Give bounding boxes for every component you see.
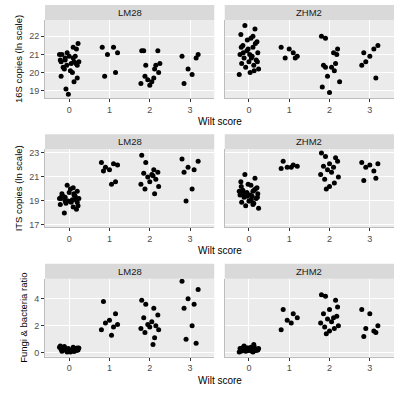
svg-text:2: 2 [34, 321, 39, 331]
svg-text:3: 3 [188, 105, 193, 115]
svg-text:LM28: LM28 [118, 7, 142, 18]
svg-text:20: 20 [29, 68, 39, 78]
svg-text:3: 3 [367, 105, 372, 115]
svg-text:3: 3 [188, 234, 193, 244]
svg-text:21: 21 [29, 50, 39, 60]
svg-text:21: 21 [29, 172, 39, 182]
svg-text:17: 17 [29, 220, 39, 230]
svg-text:3: 3 [367, 234, 372, 244]
svg-text:19: 19 [29, 86, 39, 96]
svg-text:2: 2 [327, 105, 332, 115]
svg-text:0: 0 [67, 363, 72, 373]
svg-text:1: 1 [107, 363, 112, 373]
svg-text:LM28: LM28 [118, 266, 142, 277]
svg-text:Fungi & bacteria ratio: Fungi & bacteria ratio [18, 273, 29, 363]
svg-text:1: 1 [287, 363, 292, 373]
svg-text:0: 0 [67, 105, 72, 115]
svg-text:0: 0 [67, 234, 72, 244]
svg-text:3: 3 [188, 363, 193, 373]
svg-text:23: 23 [29, 148, 39, 158]
svg-text:0: 0 [246, 363, 251, 373]
svg-text:1: 1 [107, 105, 112, 115]
svg-text:Wilt score: Wilt score [198, 116, 242, 127]
svg-text:2: 2 [147, 105, 152, 115]
svg-text:4: 4 [34, 294, 39, 304]
svg-text:1: 1 [287, 105, 292, 115]
svg-text:2: 2 [147, 363, 152, 373]
svg-text:2: 2 [147, 234, 152, 244]
svg-text:0: 0 [246, 234, 251, 244]
svg-text:Wilt score: Wilt score [198, 375, 242, 386]
svg-text:ZHM2: ZHM2 [296, 136, 322, 147]
svg-text:ZHM2: ZHM2 [296, 7, 322, 18]
svg-text:ITS copies (ln scale): ITS copies (ln scale) [13, 145, 24, 231]
svg-text:1: 1 [107, 234, 112, 244]
svg-text:ZHM2: ZHM2 [296, 266, 322, 277]
svg-text:22: 22 [29, 31, 39, 41]
svg-text:19: 19 [29, 196, 39, 206]
svg-text:16S copies (ln scale): 16S copies (ln scale) [13, 15, 24, 103]
svg-text:0: 0 [34, 348, 39, 358]
svg-text:3: 3 [367, 363, 372, 373]
svg-text:1: 1 [287, 234, 292, 244]
svg-text:2: 2 [327, 363, 332, 373]
svg-text:2: 2 [327, 234, 332, 244]
svg-text:Wilt score: Wilt score [198, 245, 242, 256]
svg-text:LM28: LM28 [118, 136, 142, 147]
svg-text:0: 0 [246, 105, 251, 115]
